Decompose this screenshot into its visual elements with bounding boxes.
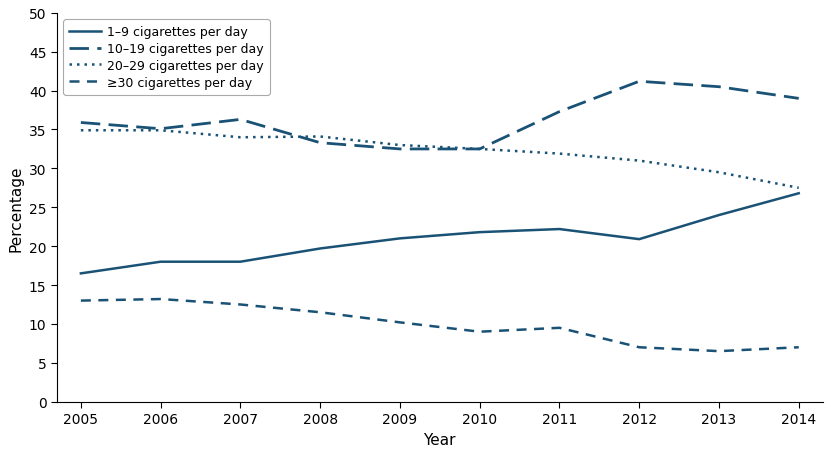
Y-axis label: Percentage: Percentage xyxy=(8,165,23,251)
Legend: 1–9 cigarettes per day, 10–19 cigarettes per day, 20–29 cigarettes per day, ≥30 : 1–9 cigarettes per day, 10–19 cigarettes… xyxy=(63,20,270,96)
X-axis label: Year: Year xyxy=(424,432,456,447)
